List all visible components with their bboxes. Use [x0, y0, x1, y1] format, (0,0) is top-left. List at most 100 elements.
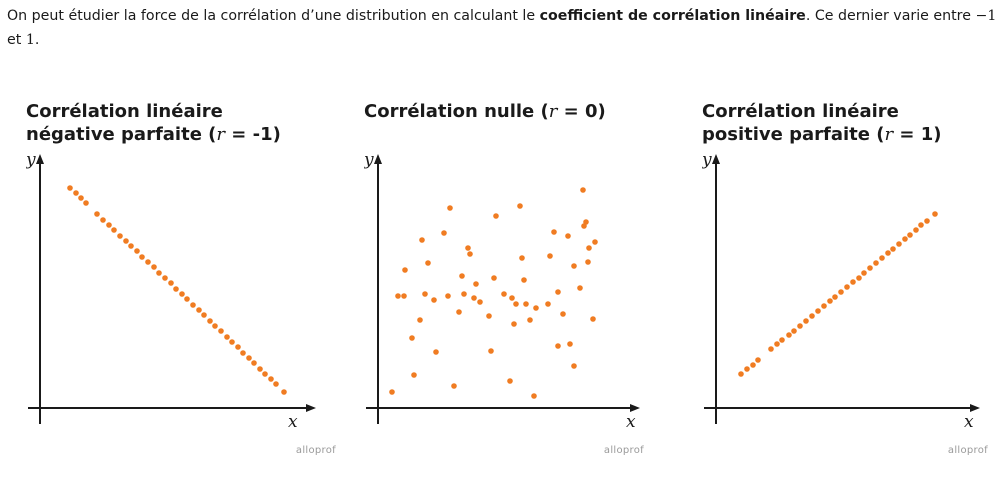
data-point	[240, 350, 246, 356]
data-point	[218, 328, 224, 334]
data-point	[395, 293, 401, 299]
data-point	[885, 250, 891, 256]
data-point	[547, 253, 553, 259]
data-point	[402, 267, 408, 273]
data-point	[162, 275, 168, 281]
data-point	[235, 344, 241, 350]
data-point	[815, 308, 821, 314]
data-point	[555, 289, 561, 295]
data-point	[451, 383, 457, 389]
data-point	[145, 259, 151, 265]
intro-min-value: −1	[975, 8, 997, 24]
chart-title-line1: Corrélation nulle (r = 0)	[364, 101, 606, 122]
data-point	[797, 323, 803, 329]
data-point	[521, 277, 527, 283]
data-point	[786, 332, 792, 338]
data-point	[924, 218, 930, 224]
data-point	[560, 311, 566, 317]
chart-title-line2: positive parfaite (r = 1)	[702, 124, 942, 145]
data-point	[401, 293, 407, 299]
data-point	[273, 381, 279, 387]
data-point	[779, 337, 785, 343]
data-point	[507, 378, 513, 384]
data-point	[932, 211, 938, 217]
data-point	[519, 255, 525, 261]
data-point	[744, 366, 750, 372]
data-point	[821, 303, 827, 309]
data-point	[580, 187, 586, 193]
data-point	[583, 219, 589, 225]
chart-title-line2: négative parfaite (r = -1)	[26, 124, 281, 145]
data-point	[844, 284, 850, 290]
intro-text-middle: . Ce dernier varie entre	[805, 8, 976, 24]
data-point	[774, 341, 780, 347]
data-point	[441, 230, 447, 236]
data-point	[879, 255, 885, 261]
y-axis-label: y	[702, 150, 712, 170]
data-point	[425, 260, 431, 266]
data-point	[907, 232, 913, 238]
r-value: = 0)	[563, 101, 606, 122]
scatter-plot-positive: y x	[702, 150, 980, 432]
points-group	[389, 187, 598, 399]
data-point	[501, 291, 507, 297]
data-point	[809, 313, 815, 319]
data-point	[565, 233, 571, 239]
scatter-plot-negative: y x	[26, 150, 316, 432]
data-point	[517, 203, 523, 209]
chart-title-line2-text: positive parfaite	[702, 124, 870, 145]
y-axis-arrow-icon	[374, 154, 382, 164]
r-value: = -1	[231, 124, 273, 145]
data-point	[577, 285, 583, 291]
data-point	[585, 259, 591, 265]
data-point	[422, 291, 428, 297]
chart-panel-positive: Corrélation linéaire positive parfaite (…	[702, 100, 1008, 456]
data-point	[83, 200, 89, 206]
data-point	[262, 371, 268, 377]
data-point	[918, 222, 924, 228]
x-axis-arrow-icon	[630, 404, 640, 412]
data-point	[913, 227, 919, 233]
intro-max-value: 1	[25, 32, 35, 48]
data-point	[488, 348, 494, 354]
data-point	[838, 289, 844, 295]
data-point	[201, 312, 207, 318]
data-point	[207, 318, 213, 324]
data-point	[196, 307, 202, 313]
data-point	[447, 205, 453, 211]
y-axis-arrow-icon	[36, 154, 44, 164]
points-group	[738, 211, 938, 377]
data-point	[571, 363, 577, 369]
data-point	[567, 341, 573, 347]
data-point	[111, 227, 117, 233]
data-point	[168, 280, 174, 286]
data-point	[513, 301, 519, 307]
chart-panel-negative: Corrélation linéaire négative parfaite (…	[26, 100, 336, 456]
intro-connector: et	[7, 32, 26, 48]
data-point	[281, 389, 287, 395]
x-axis-label: x	[288, 412, 298, 432]
data-point	[251, 360, 257, 366]
r-value: = 1)	[899, 124, 942, 145]
data-point	[861, 270, 867, 276]
data-point	[139, 254, 145, 260]
data-point	[896, 241, 902, 247]
r-symbol: r	[884, 124, 894, 145]
data-point	[67, 185, 73, 191]
data-point	[867, 265, 873, 271]
data-point	[433, 349, 439, 355]
data-point	[268, 376, 274, 382]
chart-title: Corrélation linéaire négative parfaite (…	[26, 100, 336, 146]
x-axis-label: x	[964, 412, 974, 432]
y-axis-label: y	[364, 150, 374, 170]
x-axis-label: x	[626, 412, 636, 432]
data-point	[850, 279, 856, 285]
data-point	[523, 301, 529, 307]
data-point	[856, 275, 862, 281]
data-point	[100, 217, 106, 223]
data-point	[417, 317, 423, 323]
data-point	[545, 301, 551, 307]
intro-bold-term: coefficient de corrélation linéaire	[539, 8, 806, 24]
data-point	[571, 263, 577, 269]
data-point	[491, 275, 497, 281]
